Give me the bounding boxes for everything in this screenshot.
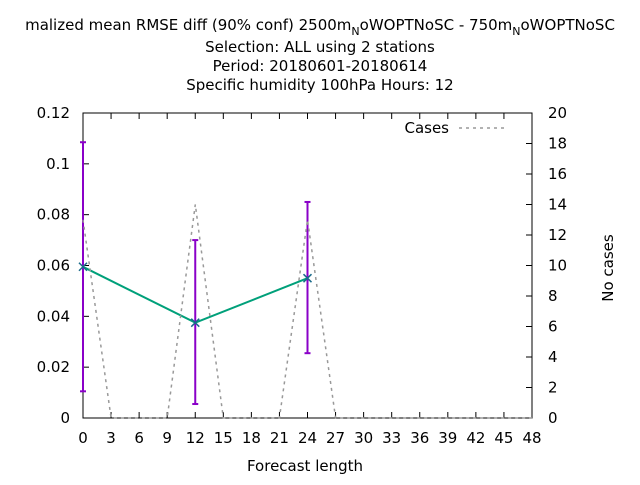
y-tick-label: 0	[60, 409, 70, 427]
x-tick-label: 39	[438, 429, 457, 447]
y2-tick-label: 14	[548, 196, 567, 214]
title-line: malized mean RMSE diff (90% conf) 2500mN…	[25, 16, 615, 38]
x-tick-label: 36	[410, 429, 429, 447]
x-tick-label: 3	[106, 429, 116, 447]
y2-tick-label: 18	[548, 135, 567, 153]
data-point	[78, 262, 88, 272]
y-tick-label: 0.04	[37, 307, 70, 325]
data-point	[302, 273, 313, 283]
x-tick-label: 6	[134, 429, 144, 447]
x-tick-label: 24	[298, 429, 317, 447]
y2-tick-label: 4	[548, 348, 558, 366]
y-tick-label: 0.06	[37, 257, 70, 275]
y-axis-ticks: 0 0.02 0.04 0.06 0.08 0.1 0.12	[37, 104, 89, 427]
title-part: oWOPTNoSC - 750m	[360, 16, 513, 34]
x-tick-label: 45	[494, 429, 513, 447]
x-tick-label: 42	[466, 429, 485, 447]
x-axis-label: Forecast length	[247, 457, 363, 475]
x-tick-label: 9	[162, 429, 172, 447]
title-part: malized mean RMSE diff (90% conf) 2500m	[25, 16, 351, 34]
legend-label: Cases	[404, 119, 449, 137]
y-tick-label: 0.12	[37, 104, 70, 122]
title-part: oWOPTNoSC	[521, 16, 615, 34]
y2-tick-label: 6	[548, 318, 558, 336]
legend: Cases	[404, 119, 507, 137]
y2-tick-label: 8	[548, 287, 558, 305]
x-tick-label: 12	[186, 429, 205, 447]
y2-tick-label: 16	[548, 165, 567, 183]
x-tick-label: 48	[522, 429, 541, 447]
y2-axis-ticks: 0 2 4 6 8 10 12 14 16 18 20	[526, 104, 567, 427]
x-tick-label: 18	[242, 429, 261, 447]
title-subscript: N	[351, 25, 359, 38]
title-subscript: N	[512, 25, 520, 38]
series-layer	[78, 141, 532, 419]
y2-tick-label: 0	[548, 409, 558, 427]
x-axis-ticks: 0 3 6 9 12 15 18 21 24 27 30 33 36 39 42 45 48	[78, 113, 542, 447]
y2-tick-label: 2	[548, 379, 558, 397]
x-tick-label: 30	[354, 429, 373, 447]
y2-tick-label: 20	[548, 104, 567, 122]
y-tick-label: 0.02	[37, 358, 70, 376]
y2-tick-label: 12	[548, 226, 567, 244]
title-line: Period: 20180601-20180614	[213, 57, 428, 75]
chart-title: malized mean RMSE diff (90% conf) 2500mN…	[25, 16, 615, 94]
y-tick-label: 0.1	[46, 155, 70, 173]
title-line: Selection: ALL using 2 stations	[205, 38, 435, 56]
title-line: Specific humidity 100hPa Hours: 12	[186, 76, 453, 94]
y-tick-label: 0.08	[37, 206, 70, 224]
x-tick-label: 0	[78, 429, 88, 447]
cases-line	[82, 204, 532, 419]
x-tick-label: 27	[326, 429, 345, 447]
y2-tick-label: 10	[548, 257, 567, 275]
data-point	[190, 318, 200, 328]
y2-axis-label: No cases	[599, 234, 617, 302]
x-tick-label: 21	[270, 429, 289, 447]
x-tick-label: 33	[382, 429, 401, 447]
x-tick-label: 15	[214, 429, 233, 447]
